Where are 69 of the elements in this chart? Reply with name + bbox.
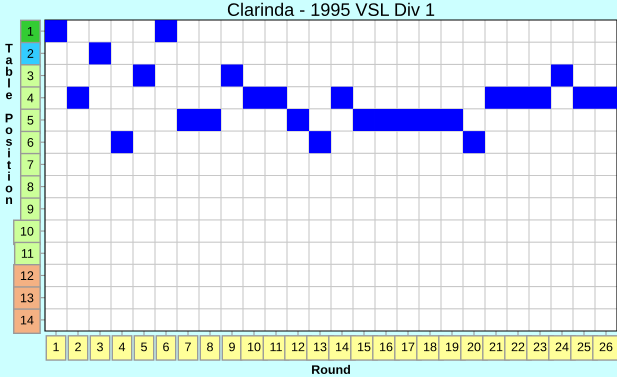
x-tick-label: 24 bbox=[556, 342, 569, 352]
point bbox=[463, 131, 485, 154]
x-tick-label: 5 bbox=[141, 342, 147, 352]
point bbox=[595, 86, 617, 109]
y-tick-label: 10 bbox=[20, 226, 34, 236]
point bbox=[485, 86, 507, 109]
point bbox=[573, 86, 595, 109]
x-axis-title: Round bbox=[312, 364, 350, 374]
x-tick-label: 19 bbox=[446, 342, 458, 352]
point bbox=[243, 86, 265, 109]
point bbox=[507, 86, 529, 109]
x-tick-label: 20 bbox=[468, 342, 480, 352]
text: Table Position bbox=[5, 44, 13, 204]
point bbox=[133, 64, 155, 87]
y-tick-label: 3 bbox=[27, 71, 34, 80]
point bbox=[221, 64, 243, 87]
point bbox=[287, 108, 309, 131]
y-tick-label: 5 bbox=[27, 116, 34, 125]
y-tick-label: 11 bbox=[22, 249, 34, 258]
x-tick-label: 2 bbox=[75, 342, 81, 352]
point bbox=[89, 42, 111, 64]
point bbox=[331, 86, 353, 109]
point bbox=[551, 64, 573, 87]
point bbox=[397, 108, 419, 131]
x-tick-label: 9 bbox=[229, 342, 235, 352]
x-tick-label: 6 bbox=[163, 342, 169, 352]
chart-title: Clarinda - 1995 VSL Div 1 bbox=[228, 2, 434, 16]
x-tick-label: 25 bbox=[578, 342, 590, 352]
y-tick-label: 1 bbox=[28, 27, 34, 36]
x-tick-label: 3 bbox=[97, 342, 103, 352]
x-tick-label: 23 bbox=[534, 342, 546, 352]
point bbox=[199, 108, 221, 131]
x-tick-label: 10 bbox=[248, 342, 260, 352]
x-tick-label: 7 bbox=[185, 342, 191, 352]
x-tick-label: 12 bbox=[292, 342, 304, 352]
point bbox=[111, 131, 133, 154]
point bbox=[155, 20, 177, 42]
y-tick-label: 13 bbox=[20, 293, 34, 302]
point bbox=[375, 108, 397, 131]
point bbox=[67, 86, 89, 109]
point bbox=[419, 108, 441, 131]
point bbox=[265, 86, 287, 109]
y-tick-label: 7 bbox=[28, 160, 34, 169]
x-tick-label: 16 bbox=[380, 342, 392, 352]
point bbox=[45, 20, 67, 42]
point bbox=[353, 108, 375, 131]
point bbox=[309, 131, 331, 154]
x-tick-label: 15 bbox=[358, 342, 370, 352]
x-tick-label: 8 bbox=[207, 342, 213, 352]
x-tick-label: 26 bbox=[600, 342, 612, 352]
y-tick-label: 4 bbox=[27, 94, 34, 102]
y-tick-label: 6 bbox=[28, 138, 34, 147]
y-tick-label: 8 bbox=[27, 182, 34, 192]
x-tick-label: 14 bbox=[336, 342, 349, 352]
x-tick-label: 18 bbox=[424, 342, 436, 352]
y-tick-label: 9 bbox=[28, 204, 34, 214]
x-tick-label: 22 bbox=[512, 342, 524, 352]
y-tick-label: 14 bbox=[20, 316, 34, 324]
y-tick-label: 2 bbox=[28, 49, 34, 58]
x-tick-label: 4 bbox=[118, 342, 126, 352]
x-tick-label: 11 bbox=[270, 342, 282, 352]
x-tick-label: 13 bbox=[314, 342, 326, 352]
point bbox=[177, 108, 199, 131]
point bbox=[529, 86, 551, 109]
point bbox=[441, 108, 463, 131]
y-tick-label: 12 bbox=[20, 271, 34, 280]
x-tick-label: 21 bbox=[490, 342, 502, 352]
x-tick-label: 1 bbox=[53, 342, 59, 352]
x-tick-label: 17 bbox=[402, 342, 414, 352]
